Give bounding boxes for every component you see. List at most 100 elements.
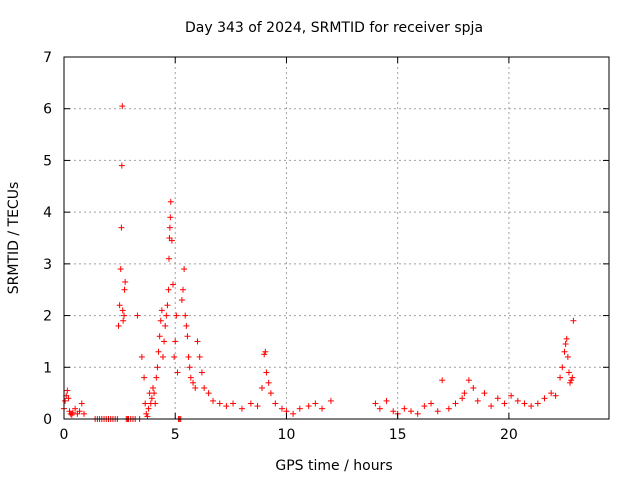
data-point — [120, 317, 127, 324]
data-point — [567, 379, 574, 386]
data-point — [148, 395, 155, 402]
data-point — [119, 307, 126, 314]
data-point — [164, 302, 171, 309]
y-tick-label: 0 — [43, 412, 52, 428]
data-point — [192, 384, 199, 391]
data-point — [142, 400, 149, 407]
data-point — [261, 351, 268, 358]
data-point — [143, 410, 150, 417]
data-point — [141, 374, 148, 381]
data-point — [408, 408, 415, 415]
data-point — [428, 400, 435, 407]
data-point — [115, 322, 122, 329]
data-point — [194, 338, 201, 345]
data-point — [201, 384, 208, 391]
data-point — [119, 103, 126, 110]
data-point — [390, 408, 397, 415]
data-point — [198, 369, 205, 376]
data-point — [296, 405, 303, 412]
x-tick-label: 5 — [171, 427, 180, 443]
data-point — [151, 390, 158, 397]
data-point — [178, 297, 185, 304]
data-point — [72, 405, 79, 412]
data-point — [161, 338, 168, 345]
data-point — [488, 403, 495, 410]
data-point — [174, 369, 181, 376]
data-point — [494, 395, 501, 402]
data-point — [183, 322, 190, 329]
data-point — [167, 214, 174, 221]
data-point — [76, 408, 83, 415]
grid-lines — [64, 57, 609, 419]
data-point — [562, 341, 569, 348]
data-point — [568, 377, 575, 384]
data-point — [216, 400, 223, 407]
data-point — [162, 322, 169, 329]
data-point — [230, 400, 237, 407]
data-point — [265, 379, 272, 386]
data-point — [279, 405, 285, 412]
data-point — [190, 379, 197, 386]
data-point — [445, 405, 452, 412]
data-point — [155, 348, 162, 355]
data-point — [65, 395, 72, 402]
data-point — [559, 364, 566, 371]
data-point — [434, 408, 441, 415]
data-point — [563, 335, 570, 342]
data-point — [158, 307, 165, 314]
data-point — [118, 162, 125, 169]
data-point — [372, 400, 379, 407]
data-point — [121, 286, 128, 293]
data-point — [81, 410, 88, 417]
data-point — [565, 369, 572, 376]
data-point — [210, 397, 217, 404]
data-point — [521, 400, 528, 407]
y-tick-label: 5 — [43, 153, 52, 169]
plot-frame — [63, 56, 610, 420]
data-point — [247, 400, 254, 407]
data-point — [184, 333, 191, 340]
data-point — [569, 374, 576, 381]
chart-title: Day 343 of 2024, SRMTID for receiver spj… — [185, 20, 483, 36]
data-point — [465, 377, 472, 384]
y-tick-label: 2 — [43, 309, 52, 325]
data-point — [185, 353, 192, 360]
data-point — [69, 409, 76, 416]
x-tick-label: 10 — [278, 427, 296, 443]
data-point — [470, 384, 477, 391]
data-point — [180, 286, 187, 293]
data-point — [561, 348, 568, 355]
data-point — [121, 312, 128, 319]
y-tick-label: 4 — [43, 205, 52, 221]
data-point — [186, 364, 193, 371]
data-point — [263, 369, 270, 376]
data-point — [258, 384, 265, 391]
data-point — [66, 408, 73, 415]
data-point — [481, 390, 488, 397]
data-point — [118, 224, 125, 231]
data-point — [196, 353, 203, 360]
x-tick-label: 0 — [60, 427, 69, 443]
data-point — [305, 403, 312, 410]
data-point — [508, 392, 515, 399]
data-point — [159, 353, 166, 360]
data-point — [439, 377, 446, 384]
data-point — [181, 266, 188, 273]
data-point — [238, 405, 245, 412]
data-point — [170, 281, 176, 288]
data-point — [64, 387, 71, 394]
data-point — [267, 390, 274, 397]
data-point — [514, 397, 521, 404]
data-point — [165, 255, 172, 262]
data-point — [541, 395, 548, 402]
data-point — [144, 413, 151, 420]
data-point — [548, 390, 555, 397]
data-point — [223, 403, 230, 410]
data-point — [157, 317, 164, 324]
data-point — [168, 237, 175, 244]
data-point — [171, 353, 178, 360]
data-point — [172, 338, 179, 345]
data-point — [122, 278, 129, 285]
data-point — [501, 400, 508, 407]
